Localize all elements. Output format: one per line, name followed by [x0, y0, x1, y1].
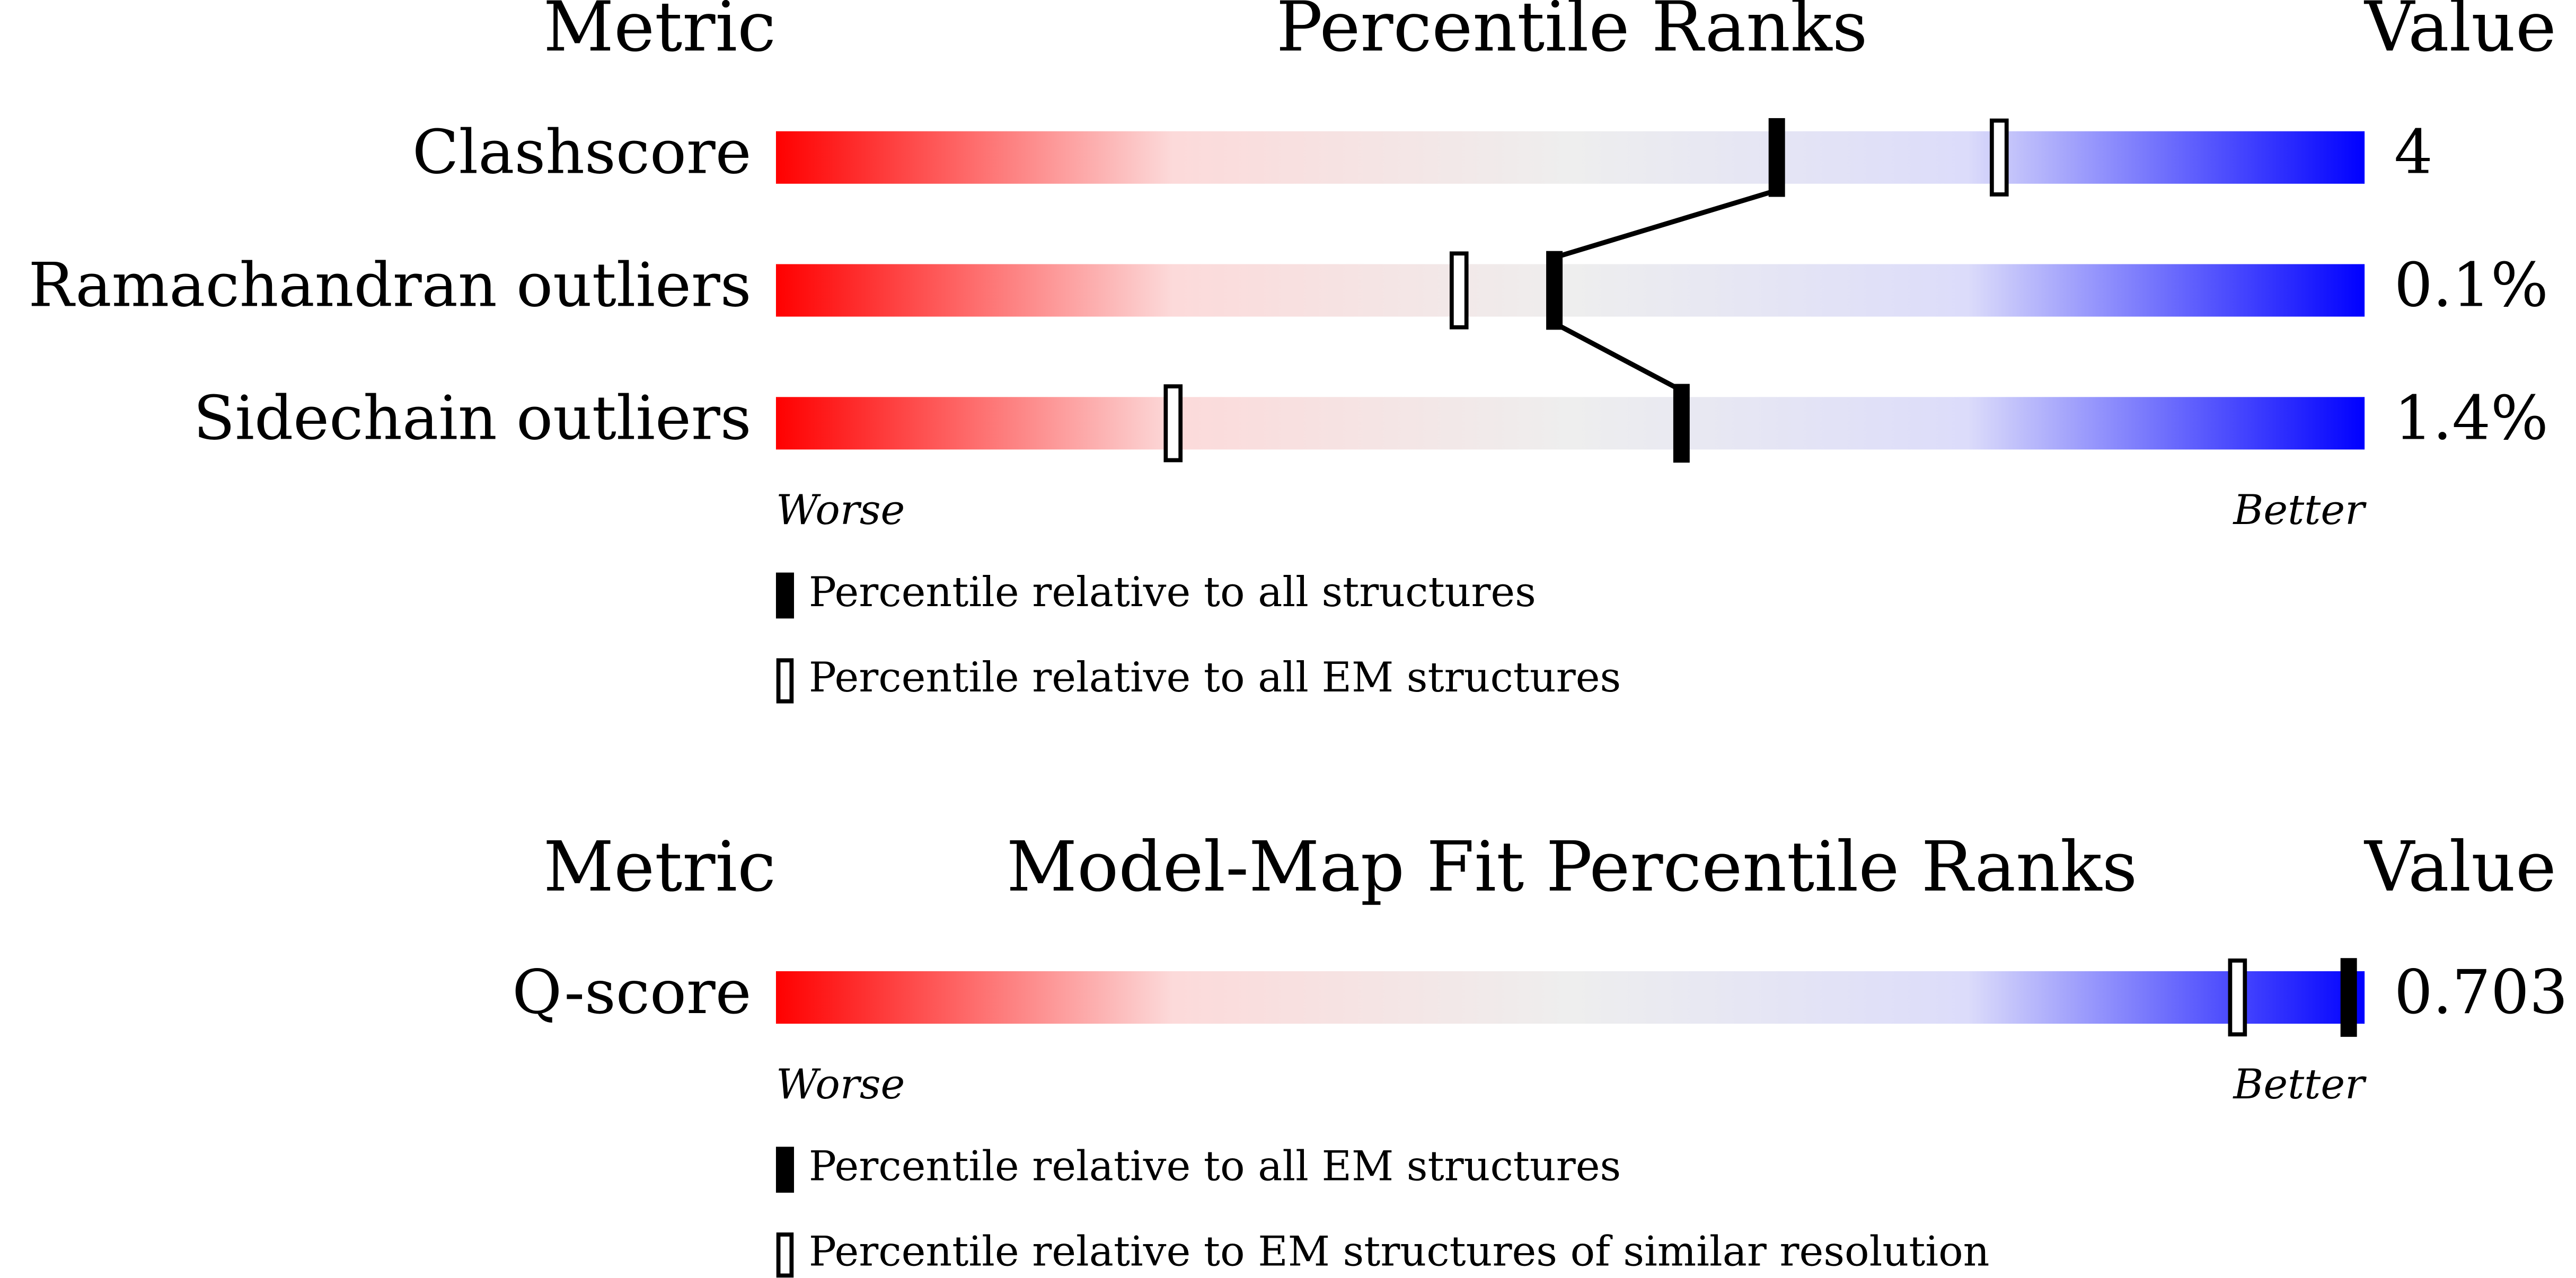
legend-label: Percentile relative to all structures [809, 569, 1536, 616]
value-header: Value [2363, 827, 2556, 907]
metric-value: 0.703 [2394, 957, 2568, 1028]
legend-icon [776, 658, 794, 704]
legend-icon [776, 1232, 794, 1278]
percentile-marker [1768, 118, 1785, 197]
legend-icon [775, 572, 795, 619]
chart-title: Model-Map Fit Percentile Ranks [1007, 827, 2137, 907]
connector [1553, 321, 1683, 393]
metric-value: 1.4% [2394, 383, 2548, 454]
percentile-marker [1449, 251, 1469, 330]
slider-bar [775, 971, 2365, 1024]
metric-label: Clashscore [412, 118, 752, 188]
better-label: Better [2232, 486, 2367, 534]
metric-label: Ramachandran outliers [29, 251, 752, 321]
worse-label: Worse [776, 486, 905, 534]
legend-label: Percentile relative to all EM structures [809, 654, 1621, 702]
legend-label: Percentile relative to EM structures of … [809, 1228, 1990, 1276]
chart-title: Percentile Ranks [1276, 0, 1868, 67]
percentile-marker [2340, 958, 2357, 1037]
percentile-marker [1989, 118, 2009, 197]
better-label: Better [2232, 1061, 2367, 1108]
legend-icon [775, 1147, 795, 1193]
value-header: Value [2363, 0, 2556, 67]
metric-value: 4 [2394, 118, 2433, 188]
metric-value: 0.1% [2394, 251, 2548, 321]
metric-label: Sidechain outliers [193, 383, 752, 454]
percentile-marker [1673, 384, 1690, 463]
percentile-marker [2228, 958, 2247, 1037]
worse-label: Worse [776, 1061, 905, 1108]
metric-header: Metric [543, 0, 776, 67]
percentile-marker [1546, 251, 1563, 330]
slider-bar [775, 264, 2365, 317]
slider-bar [775, 131, 2365, 184]
metric-header: Metric [543, 827, 776, 907]
slider-bar [775, 397, 2365, 450]
metric-label: Q-score [512, 957, 751, 1028]
percentile-marker [1163, 384, 1183, 463]
connector [1554, 188, 1778, 260]
legend-label: Percentile relative to all EM structures [809, 1143, 1621, 1191]
